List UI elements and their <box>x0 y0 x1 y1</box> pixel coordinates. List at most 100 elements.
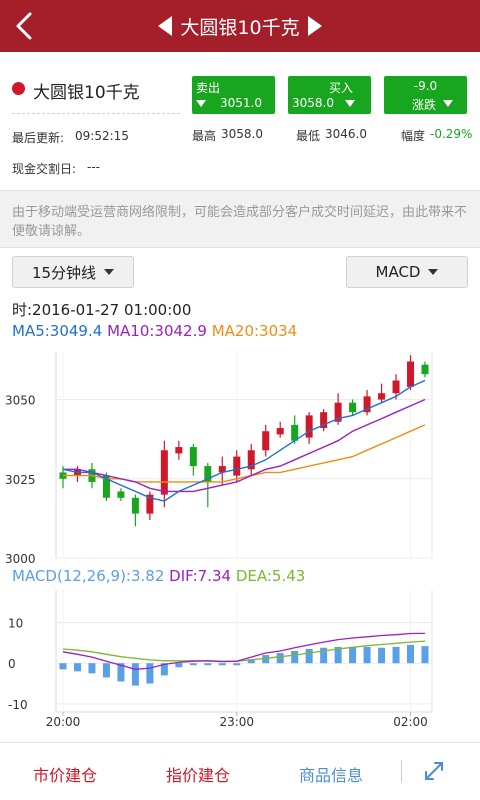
candle-down <box>421 364 429 375</box>
kline-chart[interactable]: 3050 3025 3000 10 0 -10 20:00 23:00 02:00 <box>0 345 480 735</box>
dea-line <box>62 640 426 662</box>
candle-up <box>378 393 386 400</box>
indicator-select[interactable]: MACD <box>346 256 468 288</box>
macd-bar <box>146 663 154 684</box>
candle-up <box>276 428 284 435</box>
limit-order-button[interactable]: 指价建仓 <box>166 766 231 785</box>
buy-label: 买入 <box>328 81 353 95</box>
next-product-icon[interactable] <box>307 16 322 36</box>
candle-down <box>189 447 197 467</box>
candle-up <box>334 402 342 422</box>
status-dot-icon <box>12 82 25 95</box>
change-label: 涨跌 <box>412 98 437 112</box>
top-bar: 大圆银10千克 <box>0 0 480 52</box>
quote-panel <box>0 52 480 190</box>
divider <box>401 760 402 782</box>
macd-bar <box>320 647 328 664</box>
product-switcher: 大圆银10千克 <box>0 0 480 52</box>
ma5-value: MA5:3049.4 <box>12 322 103 340</box>
candle-down <box>131 497 139 514</box>
macd-bar <box>59 663 67 670</box>
macd-bar <box>204 663 212 666</box>
ma10-value: MA10:3042.9 <box>107 322 207 340</box>
cash-delivery-label: 现金交割日: <box>12 162 77 176</box>
macd-bar <box>117 663 125 682</box>
last-update-label: 最后更新: <box>12 131 65 145</box>
macd-bar <box>88 663 96 674</box>
macd-bar <box>363 646 371 664</box>
bottom-toolbar <box>0 742 480 800</box>
price-tick-label: 3000 <box>5 552 36 566</box>
low-label: 最低 <box>296 129 321 143</box>
market-order-button[interactable]: 市价建仓 <box>33 766 98 785</box>
buy-dropdown-icon <box>345 100 355 107</box>
macd-bar <box>102 663 110 678</box>
macd-tick-label: 10 <box>8 617 23 631</box>
macd-legend: MACD(12,26,9):3.82 DIF:7.34 DEA:5.43 <box>12 567 305 585</box>
ma10-line <box>63 398 426 493</box>
dif-value: DIF:7.34 <box>169 567 232 585</box>
macd-bar <box>305 648 313 664</box>
sell-button[interactable]: 卖出 3051.0 <box>192 76 275 114</box>
change-value: -9.0 <box>413 79 438 93</box>
macd-bar <box>73 663 81 672</box>
candle-up <box>146 494 154 514</box>
macd-bar <box>160 663 168 676</box>
fullscreen-icon[interactable] <box>421 758 447 784</box>
candle-time: 时:2016-01-27 01:00:00 <box>12 301 192 319</box>
last-update-time: 09:52:15 <box>75 129 129 143</box>
divider <box>12 113 180 114</box>
time-tick-label: 02:00 <box>393 715 428 729</box>
previous-product-icon[interactable] <box>158 16 173 36</box>
candle-down <box>291 424 299 441</box>
low-value: 3046.0 <box>325 127 367 141</box>
back-arrow-icon[interactable] <box>8 9 42 43</box>
macd-value: MACD(12,26,9):3.82 <box>12 567 165 585</box>
sell-dropdown-icon <box>196 100 206 107</box>
macd-bar <box>262 655 270 664</box>
macd-bar <box>421 646 429 664</box>
ma5-line <box>62 379 426 502</box>
candle-down <box>117 491 125 498</box>
indicator-select-label: MACD <box>375 263 421 281</box>
candle-up <box>392 380 400 394</box>
macd-bar <box>349 646 357 664</box>
high-label: 最高 <box>192 129 217 143</box>
period-select-label: 15分钟线 <box>31 263 97 282</box>
period-select[interactable]: 15分钟线 <box>12 256 134 288</box>
macd-tick-label: -10 <box>8 698 28 712</box>
range-value: -0.29% <box>430 127 473 141</box>
ma20-line <box>63 424 426 483</box>
buy-button[interactable]: 买入 3058.0 <box>288 76 371 114</box>
change-dropdown-icon <box>443 100 453 107</box>
candle-up <box>305 415 313 438</box>
high-value: 3058.0 <box>221 127 263 141</box>
dea-value: DEA:5.43 <box>235 567 306 585</box>
chevron-down-icon <box>104 269 115 275</box>
candle-up <box>233 456 241 476</box>
candle-down <box>102 475 110 498</box>
macd-bar <box>175 663 183 668</box>
candle-down <box>349 402 357 413</box>
price-tick-label: 3050 <box>5 394 36 408</box>
ma-legend: MA5:3049.4 MA10:3042.9 MA20:3034 <box>12 322 297 340</box>
macd-bar <box>189 663 197 666</box>
candle-up <box>175 447 183 454</box>
macd-tick-label: 0 <box>8 657 16 671</box>
macd-bar <box>407 644 415 664</box>
candle-up <box>320 412 328 429</box>
chevron-down-icon <box>428 269 439 275</box>
macd-bar <box>392 646 400 664</box>
macd-bar <box>247 659 255 664</box>
macd-bar <box>276 653 284 664</box>
page-title: 大圆银10千克 <box>180 16 300 39</box>
buy-price: 3058.0 <box>292 96 334 110</box>
sell-price: 3051.0 <box>220 96 262 110</box>
macd-bar <box>218 663 226 666</box>
time-tick-label: 23:00 <box>219 715 254 729</box>
product-name: 大圆银10千克 <box>33 83 140 103</box>
change-button[interactable]: -9.0 涨跌 <box>384 76 467 114</box>
candle-up <box>363 396 371 413</box>
product-info-button[interactable]: 商品信息 <box>299 766 364 785</box>
candle-up <box>407 361 415 387</box>
